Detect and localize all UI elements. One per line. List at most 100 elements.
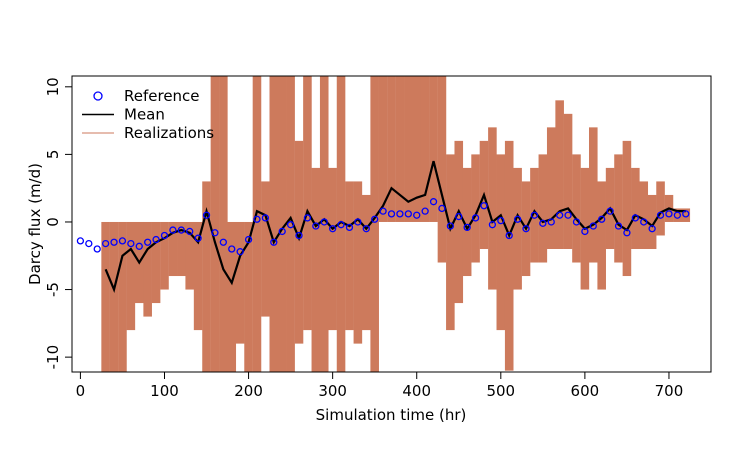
x-tick-label: 400 [402, 382, 431, 400]
reference-point [413, 211, 421, 219]
reference-point [648, 225, 656, 233]
reference-point [118, 237, 127, 245]
plot-frame [71, 75, 712, 373]
realization-band [563, 113, 573, 250]
reference-point [194, 234, 202, 242]
reference-point [253, 215, 261, 223]
reference-point [547, 218, 555, 226]
reference-point [471, 214, 480, 222]
realization-band [673, 208, 682, 222]
realization-band [538, 154, 548, 263]
reference-point [101, 239, 110, 248]
y-tick-label: 0 [44, 217, 62, 227]
reference-point [219, 238, 227, 246]
reference-point [396, 210, 404, 218]
reference-point [539, 219, 547, 227]
realization-band [235, 221, 245, 344]
reference-point [572, 218, 581, 226]
reference-point [135, 242, 143, 250]
reference-point [379, 207, 387, 215]
reference-point [564, 211, 572, 219]
realization-band [572, 154, 581, 263]
realization-band [446, 154, 455, 331]
legend-label: Mean [124, 106, 165, 124]
realization-band [420, 76, 430, 222]
reference-point [455, 212, 463, 221]
reference-point [556, 211, 564, 219]
reference-point [631, 214, 639, 222]
reference-point [144, 238, 152, 246]
realization-band [437, 76, 447, 263]
realization-band [589, 127, 598, 263]
realization-band [219, 76, 228, 372]
realization-band [202, 181, 211, 372]
realization-band [429, 76, 438, 222]
reference-point [160, 231, 169, 240]
reference-point [614, 222, 623, 230]
realization-band [261, 181, 270, 317]
realization-band [647, 194, 657, 250]
realization-band [286, 76, 295, 372]
realization-band [336, 76, 346, 372]
realization-band [193, 221, 203, 331]
y-axis-label: Darcy flux (m/d) [26, 163, 44, 285]
realization-band [319, 76, 329, 372]
realization-band [269, 76, 279, 372]
x-tick-label: 700 [655, 382, 684, 400]
realization-band [471, 154, 480, 263]
reference-point [682, 210, 690, 218]
reference-point [186, 227, 194, 236]
realization-band [530, 167, 539, 263]
realization-band [488, 127, 497, 290]
reference-point [589, 222, 597, 230]
y-tick-label: -5 [44, 282, 62, 297]
reference-point [169, 226, 177, 234]
reference-point [152, 235, 160, 244]
mean-line [104, 160, 686, 294]
y-tick-label: 5 [44, 150, 62, 160]
realization-band [143, 221, 152, 317]
legend-label: Realizations [124, 124, 214, 142]
reference-point [429, 198, 438, 206]
reference-point [261, 214, 270, 222]
reference-point [404, 210, 412, 218]
reference-point [295, 231, 303, 240]
realization-band [185, 221, 194, 290]
x-tick-label: 0 [76, 382, 86, 400]
realization-band [227, 221, 237, 372]
realization-band [454, 140, 464, 304]
reference-point [438, 204, 446, 213]
realization-band [639, 181, 649, 250]
x-tick-label: 200 [234, 382, 263, 400]
reference-point [505, 231, 513, 240]
realization-band [101, 221, 110, 372]
reference-point [606, 207, 614, 215]
realization-band [370, 76, 379, 372]
realization-band [311, 167, 321, 372]
realization-band [252, 76, 262, 372]
reference-point [463, 223, 471, 232]
realization-band [160, 221, 169, 290]
reference-point [303, 214, 312, 222]
realization-band [412, 76, 422, 222]
realization-band [361, 194, 371, 331]
reference-point [85, 239, 93, 248]
x-tick-label: 600 [571, 382, 600, 400]
reference-point [623, 229, 631, 237]
realization-band [353, 181, 363, 344]
realization-band [151, 221, 161, 304]
reference-point [320, 218, 328, 226]
realization-band [656, 181, 665, 236]
reference-point [228, 245, 236, 253]
reference-point [522, 225, 530, 233]
reference-point [127, 239, 135, 248]
reference-point [488, 221, 497, 229]
reference-point [337, 221, 345, 229]
realization-band [631, 167, 640, 250]
realization-band [597, 181, 606, 290]
legend-swatch [93, 91, 103, 101]
reference-point [480, 202, 488, 210]
reference-point [497, 216, 505, 225]
realization-band [118, 221, 127, 372]
realization-band [513, 167, 522, 290]
